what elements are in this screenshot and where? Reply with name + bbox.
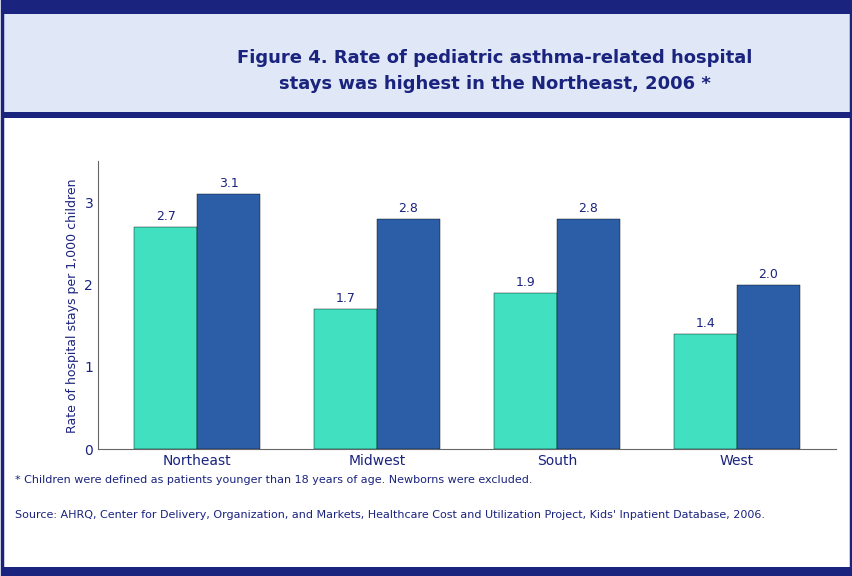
Bar: [673, 334, 736, 449]
Text: 1.4: 1.4: [694, 317, 715, 330]
Text: 2.8: 2.8: [578, 202, 598, 215]
Text: 2.0: 2.0: [757, 268, 778, 281]
Text: Source: AHRQ, Center for Delivery, Organization, and Markets, Healthcare Cost an: Source: AHRQ, Center for Delivery, Organ…: [15, 510, 764, 520]
Y-axis label: Rate of hospital stays per 1,000 children: Rate of hospital stays per 1,000 childre…: [66, 178, 78, 433]
Bar: [314, 309, 377, 449]
Text: * Children were defined as patients younger than 18 years of age. Newborns were : * Children were defined as patients youn…: [15, 475, 532, 485]
Bar: [736, 285, 799, 449]
Text: 3.1: 3.1: [218, 177, 239, 190]
Text: 2.7: 2.7: [155, 210, 176, 223]
Text: stays was highest in the Northeast, 2006 *: stays was highest in the Northeast, 2006…: [279, 74, 710, 93]
Bar: [377, 219, 440, 449]
Bar: [134, 227, 197, 449]
Text: 1.7: 1.7: [335, 292, 355, 305]
Text: 2.8: 2.8: [398, 202, 418, 215]
Bar: [197, 194, 260, 449]
Text: 1.9: 1.9: [515, 276, 535, 289]
Legend: Stays principally for asthma, Stays with asthma noted as a secondary condition: Stays principally for asthma, Stays with…: [199, 58, 734, 85]
Bar: [556, 219, 619, 449]
Text: Advancing
Excellence in
Health Care: Advancing Excellence in Health Care: [72, 58, 132, 87]
Text: Figure 4. Rate of pediatric asthma-related hospital: Figure 4. Rate of pediatric asthma-relat…: [237, 48, 751, 67]
Text: AHRQ: AHRQ: [68, 33, 135, 53]
Bar: [493, 293, 556, 449]
